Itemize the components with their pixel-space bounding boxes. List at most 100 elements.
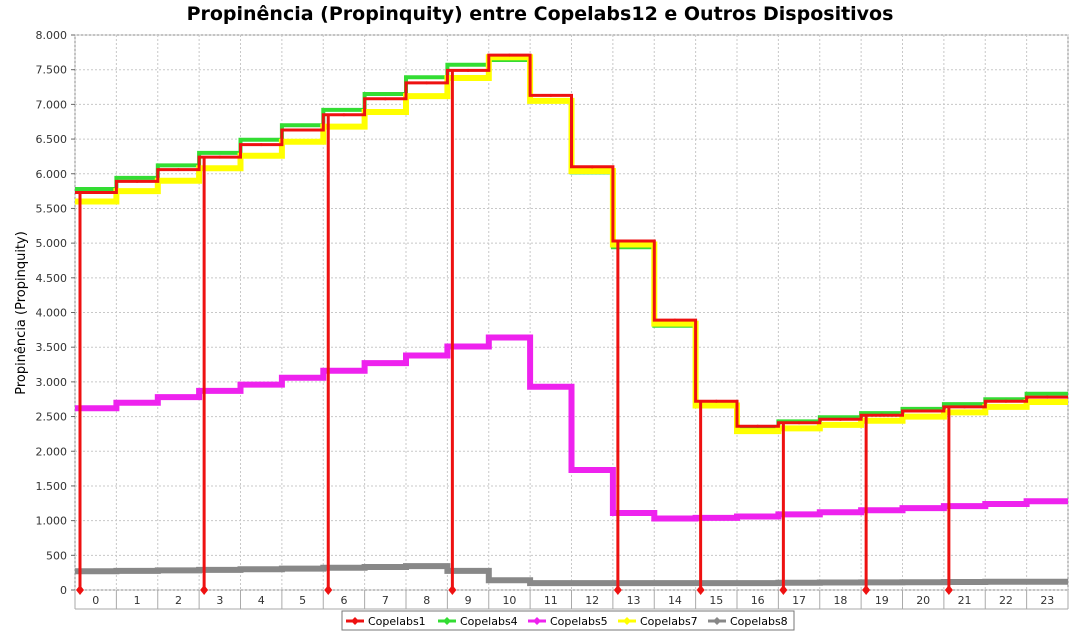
data-point bbox=[342, 125, 346, 129]
data-point bbox=[342, 113, 346, 117]
data-point bbox=[342, 566, 346, 570]
data-point bbox=[301, 376, 305, 380]
data-point bbox=[94, 187, 98, 191]
data-point bbox=[94, 569, 98, 573]
data-point bbox=[963, 410, 967, 414]
data-point bbox=[425, 94, 429, 98]
data-point bbox=[383, 110, 387, 114]
y-tick-label: 8.000 bbox=[36, 29, 68, 42]
data-point bbox=[466, 63, 470, 67]
x-tick-label: 20 bbox=[916, 594, 930, 607]
data-point bbox=[673, 322, 677, 326]
data-point bbox=[673, 581, 677, 585]
y-axis-title: Propinência (Propinquity) bbox=[14, 231, 29, 395]
data-point bbox=[176, 395, 180, 399]
data-point bbox=[590, 581, 594, 585]
data-point bbox=[301, 123, 305, 127]
x-tick-label: 2 bbox=[175, 594, 182, 607]
data-point bbox=[797, 512, 801, 516]
data-point bbox=[632, 511, 636, 515]
data-point bbox=[425, 81, 429, 85]
data-point bbox=[797, 421, 801, 425]
data-point bbox=[838, 510, 842, 514]
data-point bbox=[963, 580, 967, 584]
data-point bbox=[466, 68, 470, 72]
x-tick-label: 9 bbox=[465, 594, 472, 607]
data-point bbox=[1004, 405, 1008, 409]
y-tick-label: 3.000 bbox=[36, 376, 68, 389]
data-point bbox=[921, 580, 925, 584]
data-point bbox=[94, 190, 98, 194]
data-point bbox=[383, 565, 387, 569]
drop-marker bbox=[76, 585, 84, 595]
y-tick-label: 4.500 bbox=[36, 272, 68, 285]
data-point bbox=[466, 569, 470, 573]
series-copelabs5 bbox=[75, 334, 1068, 522]
x-tick-label: 12 bbox=[585, 594, 599, 607]
data-point bbox=[466, 344, 470, 348]
x-tick-label: 15 bbox=[709, 594, 723, 607]
legend-marker bbox=[713, 617, 721, 625]
data-point bbox=[880, 580, 884, 584]
y-tick-label: 5.500 bbox=[36, 202, 68, 215]
data-point bbox=[838, 417, 842, 421]
data-point bbox=[425, 354, 429, 358]
y-tick-label: 2.500 bbox=[36, 411, 68, 424]
data-point bbox=[301, 128, 305, 132]
x-tick-label: 16 bbox=[751, 594, 765, 607]
drop-marker bbox=[779, 585, 788, 595]
y-tick-label: 5.000 bbox=[36, 237, 68, 250]
data-point bbox=[507, 335, 511, 339]
x-tick-label: 14 bbox=[668, 594, 682, 607]
data-point bbox=[673, 318, 677, 322]
data-point bbox=[880, 508, 884, 512]
grid bbox=[74, 34, 1069, 591]
y-tick-label: 6.000 bbox=[36, 168, 68, 181]
legend-label: Copelabs1 bbox=[368, 615, 426, 628]
drop-marker bbox=[200, 585, 209, 595]
data-point bbox=[425, 75, 429, 79]
data-point bbox=[259, 383, 263, 387]
y-tick-label: 7.500 bbox=[36, 64, 68, 77]
x-tick-label: 7 bbox=[382, 594, 389, 607]
data-point bbox=[756, 581, 760, 585]
y-tick-label: 1.500 bbox=[36, 480, 68, 493]
data-point bbox=[94, 200, 98, 203]
data-point bbox=[1004, 399, 1008, 403]
data-point bbox=[756, 429, 760, 433]
legend-item-copelabs4: Copelabs4 bbox=[438, 615, 518, 628]
drop-marker bbox=[613, 585, 622, 595]
x-tick-label: 4 bbox=[258, 594, 265, 607]
data-point bbox=[301, 140, 305, 144]
data-point bbox=[507, 578, 511, 582]
data-point bbox=[176, 179, 180, 183]
x-tick-label: 1 bbox=[134, 594, 141, 607]
data-point bbox=[714, 403, 718, 407]
y-tick-label: 500 bbox=[46, 549, 67, 562]
data-point bbox=[176, 168, 180, 172]
data-point bbox=[218, 568, 222, 572]
x-tick-label: 3 bbox=[216, 594, 223, 607]
series-line-copelabs1 bbox=[75, 53, 1068, 428]
data-point bbox=[342, 369, 346, 373]
data-point bbox=[1045, 395, 1049, 399]
data-point bbox=[507, 53, 511, 57]
legend: Copelabs1 Copelabs4 Copelabs5 Copelabs7 Cope… bbox=[341, 610, 795, 631]
series-line-copelabs8 bbox=[75, 563, 1068, 587]
x-tick-label: 8 bbox=[423, 594, 430, 607]
data-point bbox=[880, 413, 884, 417]
data-point bbox=[176, 163, 180, 167]
data-point bbox=[135, 569, 139, 573]
x-tick-label: 22 bbox=[999, 594, 1013, 607]
data-point bbox=[714, 399, 718, 403]
data-point bbox=[797, 581, 801, 585]
data-point bbox=[963, 504, 967, 508]
data-point bbox=[963, 402, 967, 406]
drop-marker bbox=[324, 585, 333, 595]
chart-title: Propinência (Propinquity) entre Copelabs… bbox=[186, 3, 894, 25]
data-point bbox=[218, 166, 222, 170]
data-point bbox=[632, 243, 636, 247]
data-point bbox=[549, 99, 553, 103]
legend-label: Copelabs7 bbox=[640, 615, 698, 628]
